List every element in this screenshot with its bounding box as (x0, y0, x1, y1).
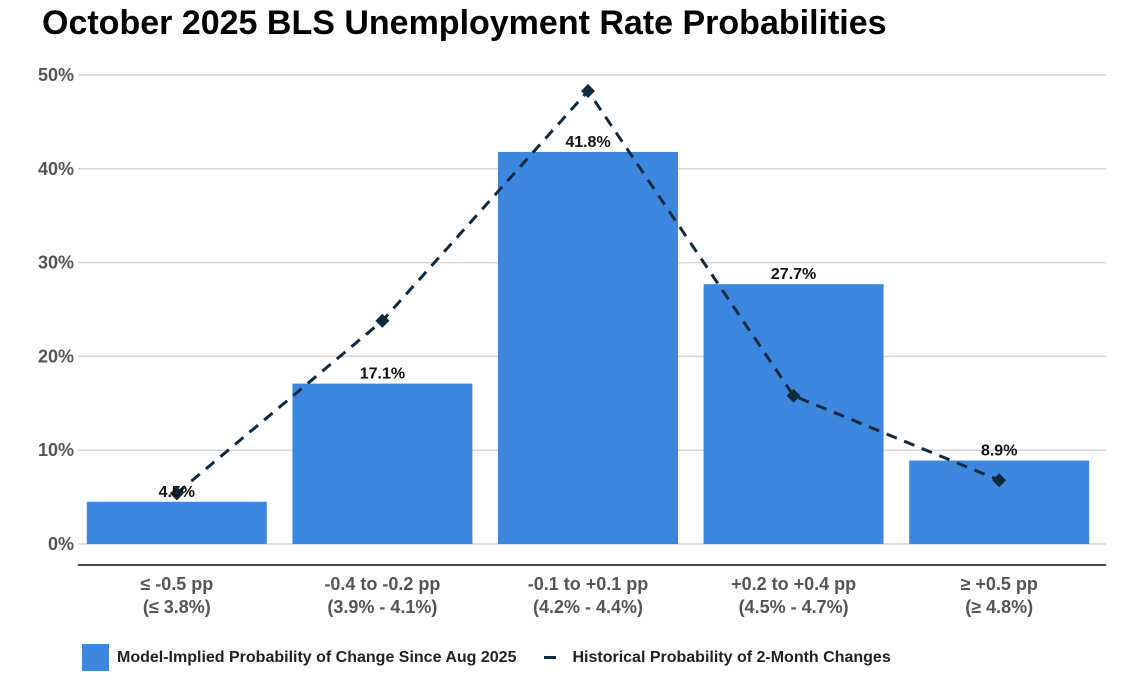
line-point (375, 313, 390, 328)
data-label: 17.1% (360, 366, 405, 383)
y-tick-label: 10% (38, 440, 74, 460)
line-point (581, 83, 595, 98)
bar (292, 383, 473, 544)
chart-title: October 2025 BLS Unemployment Rate Proba… (42, 4, 887, 42)
y-tick-label: 50% (38, 65, 74, 85)
bar (86, 501, 267, 544)
x-tick-label: ≤ -0.5 pp (140, 574, 213, 594)
y-tick-label: 20% (38, 346, 74, 366)
bar (703, 284, 884, 544)
x-tick-label: (4.2% - 4.4%) (533, 597, 643, 617)
legend-swatch-line (544, 656, 557, 659)
bar (498, 151, 678, 544)
line-point (169, 486, 184, 501)
data-label: 27.7% (771, 266, 816, 283)
legend-label-line: Historical Probability of 2-Month Change… (572, 648, 891, 666)
data-label: 41.8% (565, 134, 610, 151)
x-tick-label: (3.9% - 4.1%) (327, 597, 437, 617)
data-label: 4.5% (159, 484, 195, 501)
x-tick-label: (≤ 3.8%) (143, 597, 211, 617)
y-tick-label: 40% (38, 159, 74, 179)
x-tick-label: ≥ +0.5 pp (960, 574, 1037, 594)
data-label: 8.9% (981, 443, 1017, 460)
legend: Model-Implied Probability of Change Sinc… (82, 644, 891, 671)
line-point (786, 388, 801, 403)
x-tick-label: (4.5% - 4.7%) (739, 597, 849, 617)
x-tick-label: +0.2 to +0.4 pp (731, 574, 856, 594)
bar (909, 460, 1090, 544)
x-tick-label: -0.1 to +0.1 pp (528, 574, 649, 594)
y-tick-label: 30% (38, 253, 74, 273)
legend-label-bars: Model-Implied Probability of Change Sinc… (117, 648, 517, 666)
line-point (992, 473, 1007, 488)
legend-item-bars: Model-Implied Probability of Change Sinc… (82, 644, 516, 671)
legend-swatch-bar (82, 644, 109, 671)
legend-item-line: Historical Probability of 2-Month Change… (544, 648, 891, 667)
x-tick-label: (≥ 4.8%) (965, 597, 1033, 617)
x-tick-label: -0.4 to -0.2 pp (324, 574, 440, 594)
y-tick-label: 0% (48, 534, 74, 554)
